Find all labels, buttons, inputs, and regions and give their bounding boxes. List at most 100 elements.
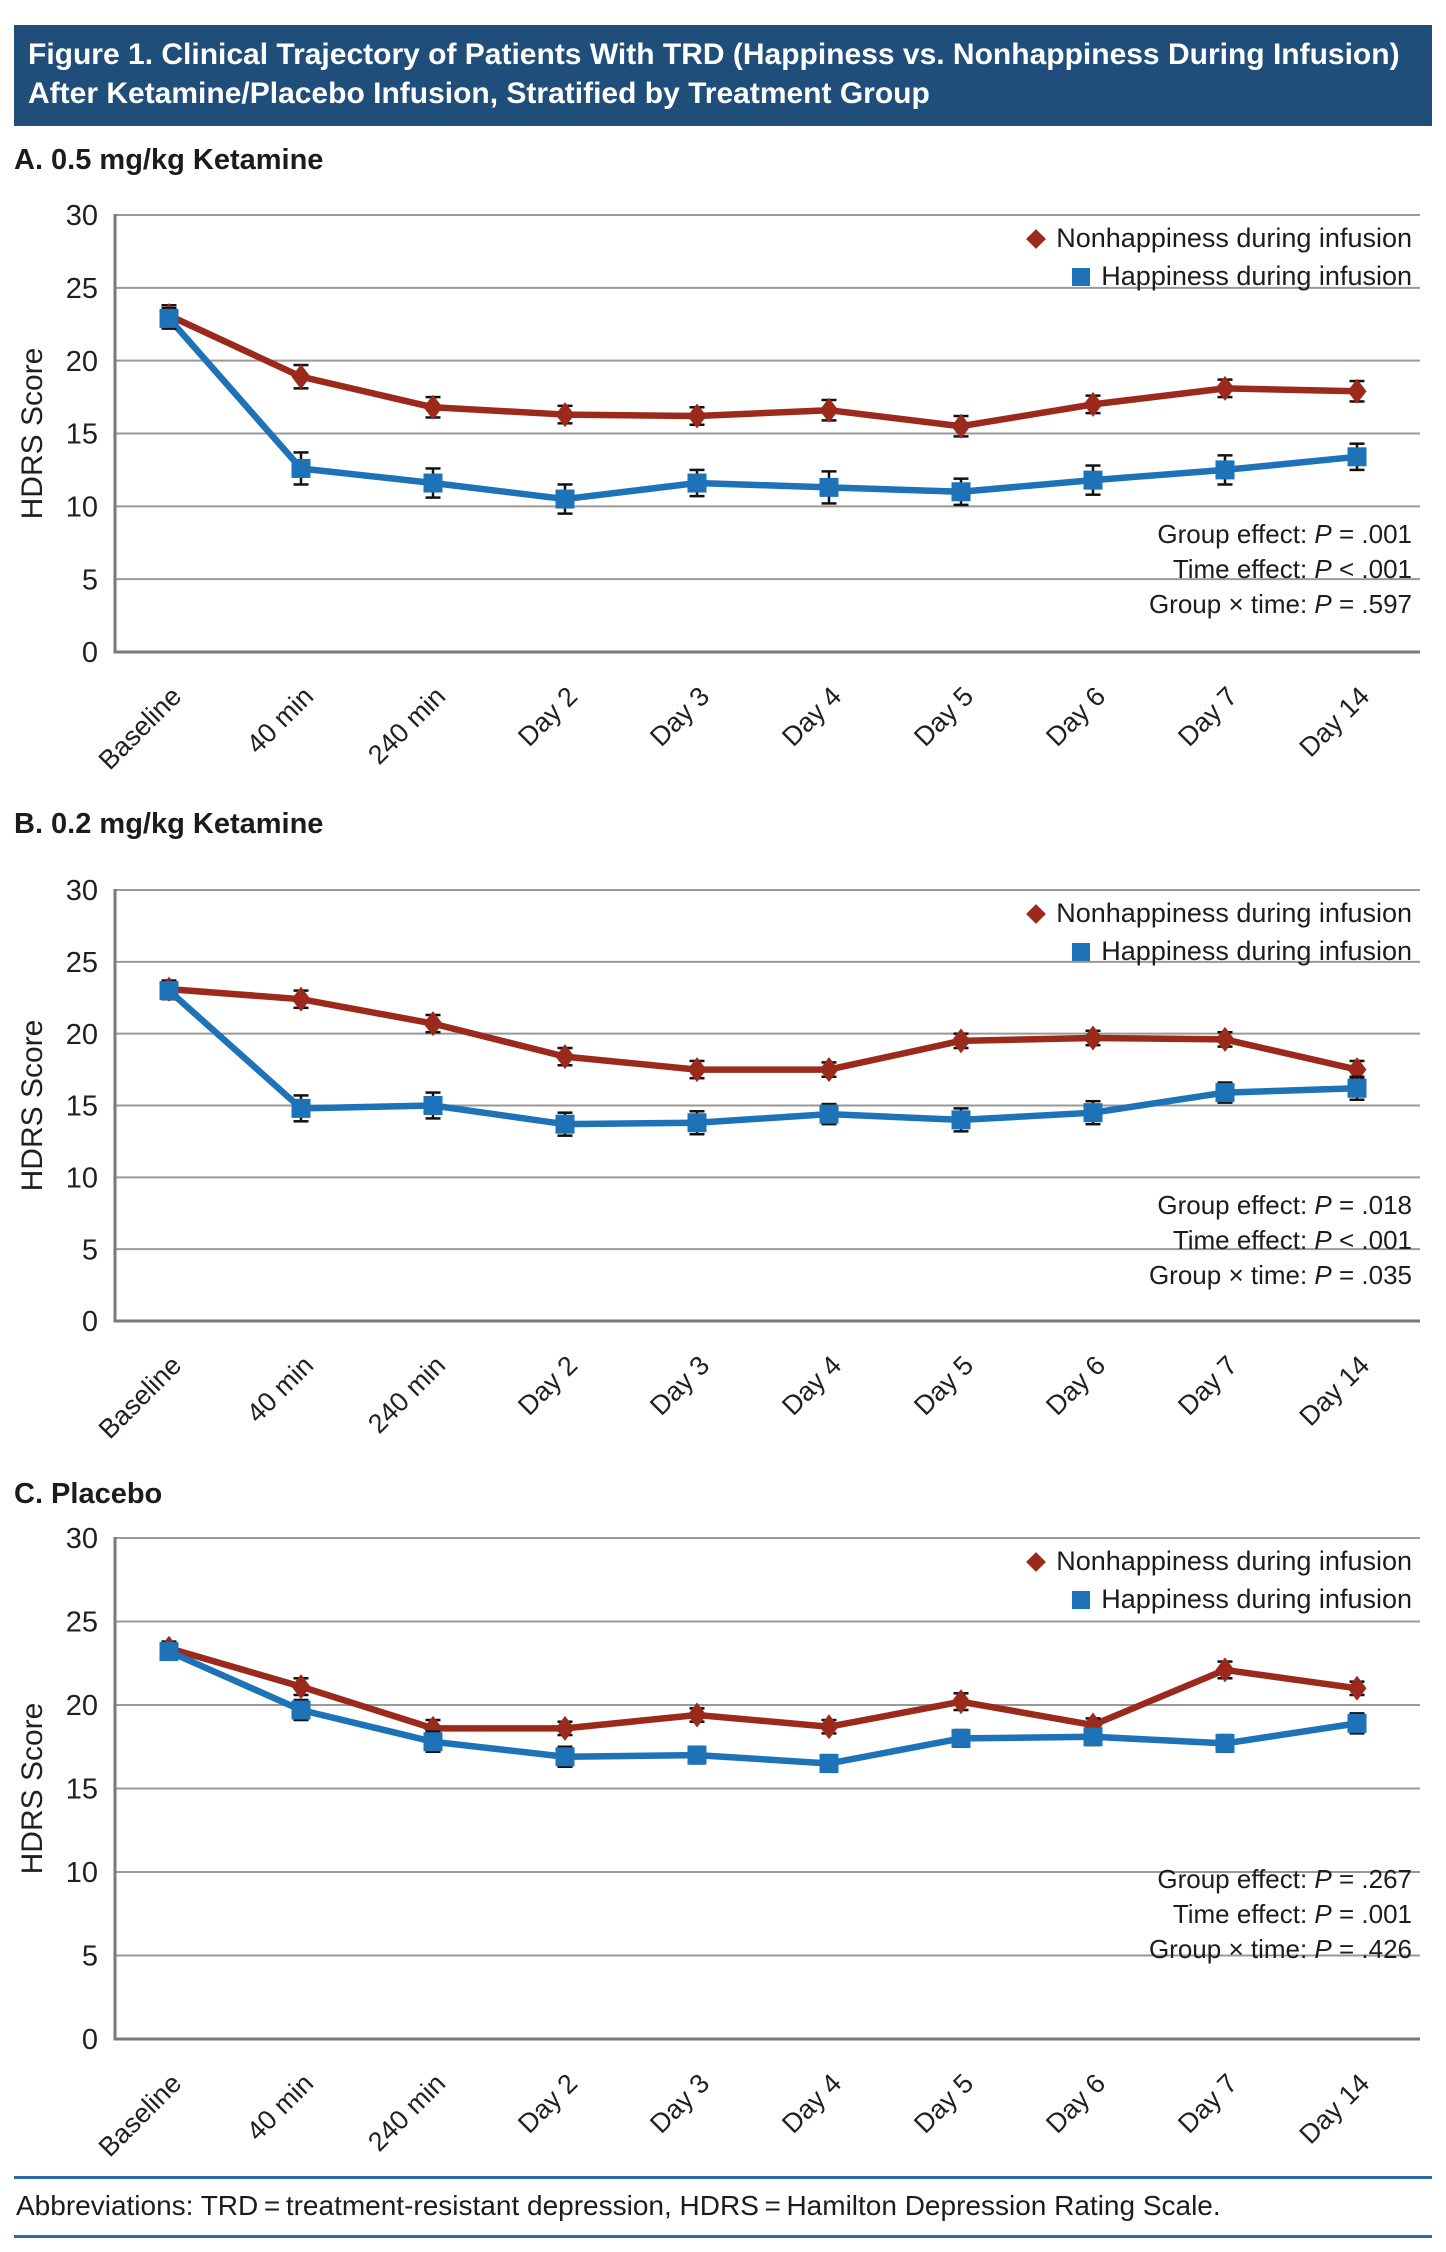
y-tick-label: 25: [66, 273, 98, 305]
x-tick-label: Day 14: [1294, 2068, 1376, 2150]
marker-square: [1347, 1078, 1367, 1098]
legend-item: Happiness during infusion: [1072, 261, 1412, 292]
y-tick-label: 15: [66, 1091, 98, 1123]
y-tick-label: 20: [66, 346, 98, 378]
line-chart-b: 0 5 10 15 20 25 30 HDRS Score Baseline 40 min 240 …: [16, 875, 1420, 1444]
marker-diamond: [555, 1044, 575, 1070]
marker-square: [1347, 1713, 1367, 1733]
marker-diamond: [423, 1011, 443, 1037]
x-tick-label: Day 2: [512, 681, 583, 752]
diamond-icon: [1026, 1551, 1047, 1572]
stats-line: Time effect: P < .001: [1172, 554, 1412, 584]
marker-square: [819, 1753, 839, 1773]
marker-diamond: [951, 413, 971, 439]
y-tick-label: 25: [66, 1607, 98, 1639]
marker-diamond: [423, 394, 443, 420]
x-tick-label: Day 6: [1040, 2068, 1111, 2139]
y-tick-label: 20: [66, 1690, 98, 1722]
marker-diamond: [555, 402, 575, 428]
y-tick-label: 10: [66, 491, 98, 523]
marker-diamond: [819, 1714, 839, 1740]
marker-square: [555, 489, 575, 509]
x-tick-label: Day 7: [1172, 681, 1243, 752]
marker-diamond: [1215, 375, 1235, 401]
series-line-square: [165, 315, 1361, 503]
x-tick-label: Day 4: [776, 2068, 847, 2139]
legend-label: Happiness during infusion: [1101, 261, 1412, 291]
y-tick-label: 10: [66, 1857, 98, 1889]
marker-square: [1083, 1103, 1103, 1123]
stats-line: Group effect: P = .018: [1157, 1190, 1412, 1220]
diamond-icon: [1026, 903, 1047, 924]
y-tick-label: 15: [66, 1774, 98, 1806]
legend-label: Nonhappiness during infusion: [1056, 1546, 1412, 1576]
stats-annotation: Group effect: P = .018 Time effect: P < .…: [1149, 1188, 1412, 1293]
marker-diamond: [687, 1702, 707, 1728]
marker-diamond: [951, 1689, 971, 1715]
y-tick-label: 0: [82, 637, 98, 669]
abbreviations-footer: Abbreviations: TRD = treatment-resistant…: [14, 2176, 1432, 2238]
figure-title-banner: Figure 1. Clinical Trajectory of Patient…: [14, 25, 1432, 127]
line-chart-a: 0 5 10 15 20 25 30 HDRS Score Baseline 40 min 240 …: [16, 200, 1420, 775]
legend-label: Happiness during infusion: [1101, 1584, 1412, 1614]
series-line-square: [165, 987, 1361, 1128]
marker-square: [291, 458, 311, 478]
marker-diamond: [1347, 378, 1367, 404]
stats-line: Time effect: P < .001: [1172, 1225, 1412, 1255]
series-line-diamond: [165, 312, 1361, 430]
x-tick-label: Day 2: [512, 1350, 583, 1421]
marker-square: [687, 1113, 707, 1133]
legend-item: Happiness during infusion: [1072, 936, 1412, 967]
x-tick-label: Day 4: [776, 1350, 847, 1421]
series-line-diamond: [165, 985, 1361, 1073]
square-icon: [1072, 1590, 1091, 1609]
marker-diamond: [291, 1674, 311, 1700]
series-line-diamond: [165, 1644, 1361, 1732]
x-tick-label: Day 3: [644, 1350, 715, 1421]
y-tick-label: 15: [66, 419, 98, 451]
marker-diamond: [687, 1057, 707, 1083]
marker-square: [423, 1732, 443, 1752]
x-tick-label: Day 5: [908, 2068, 979, 2139]
marker-square: [951, 482, 971, 502]
chart-panel-b: B. 0.2 mg/kg Ketamine 0 5 10 15 20 25 30 HDRS Sc…: [0, 800, 1446, 1460]
y-tick-label: 0: [82, 1306, 98, 1338]
stats-line: Group × time: P = .597: [1148, 589, 1412, 619]
marker-diamond: [1083, 1712, 1103, 1738]
x-tick-label: 40 min: [241, 1350, 320, 1429]
x-tick-label: Day 3: [644, 681, 715, 752]
marker-square: [291, 1098, 311, 1118]
y-axis-title: HDRS Score: [16, 1703, 49, 1875]
marker-diamond: [1347, 1057, 1367, 1083]
y-tick-label: 5: [82, 564, 98, 596]
marker-square: [1215, 460, 1235, 480]
marker-diamond: [819, 397, 839, 423]
marker-diamond: [291, 364, 311, 390]
marker-square: [159, 1642, 179, 1662]
y-tick-label: 20: [66, 1019, 98, 1051]
legend-item: Nonhappiness during infusion: [1026, 1546, 1412, 1577]
legend: Nonhappiness during infusion Happiness du…: [1026, 898, 1412, 967]
marker-square: [423, 473, 443, 493]
marker-diamond: [819, 1057, 839, 1083]
x-tick-label: 40 min: [241, 2068, 320, 2147]
marker-square: [423, 1096, 443, 1115]
marker-diamond: [1347, 1675, 1367, 1701]
y-tick-label: 10: [66, 1162, 98, 1194]
x-tick-label: 40 min: [241, 681, 320, 760]
chart-panel-a: A. 0.5 mg/kg Ketamine 0 5 10 15 20 25 30 HDRS Sc…: [0, 140, 1446, 800]
marker-square: [1347, 447, 1367, 467]
marker-square: [555, 1114, 575, 1134]
y-tick-label: 30: [66, 1523, 98, 1555]
x-tick-label: Baseline: [93, 1350, 187, 1444]
y-axis-title: HDRS Score: [16, 348, 49, 520]
legend-label: Nonhappiness during infusion: [1056, 898, 1412, 928]
y-tick-label: 5: [82, 1941, 98, 1973]
legend-label: Nonhappiness during infusion: [1056, 223, 1412, 253]
square-icon: [1072, 942, 1091, 961]
marker-square: [687, 473, 707, 493]
legend: Nonhappiness during infusion Happiness du…: [1026, 1546, 1412, 1615]
marker-diamond: [1215, 1657, 1235, 1683]
y-axis-title: HDRS Score: [16, 1020, 49, 1192]
x-tick-label: Day 5: [908, 681, 979, 752]
